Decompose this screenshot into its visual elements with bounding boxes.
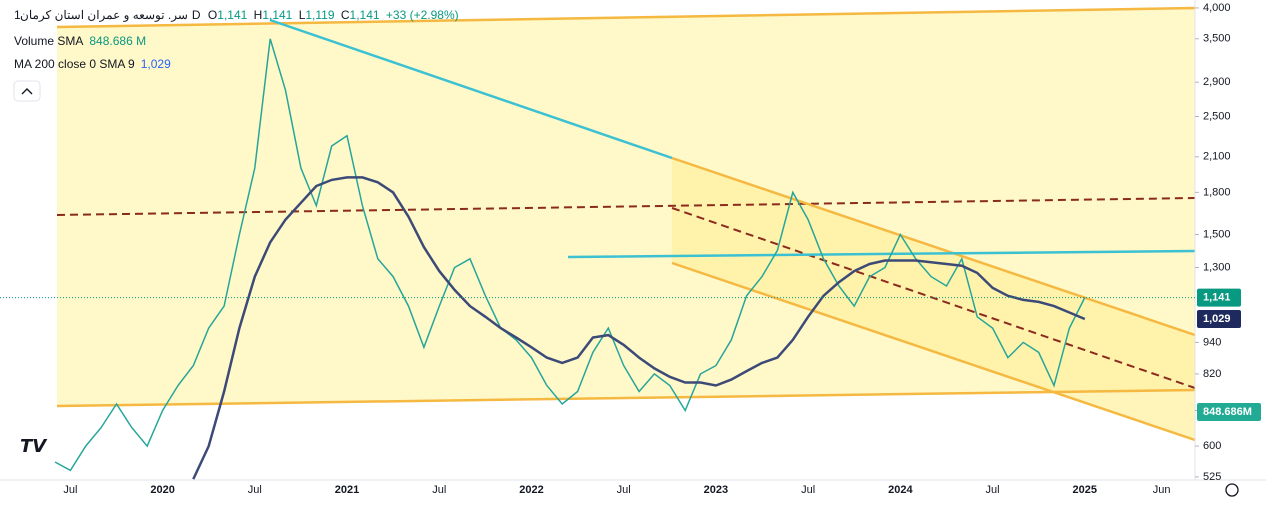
- y-tick-label: 2,500: [1203, 110, 1231, 122]
- ohlc-value: 1,141: [262, 8, 292, 22]
- ma-label: MA 200 close 0 SMA 9: [14, 57, 135, 71]
- x-tick-label: 2023: [704, 484, 728, 496]
- plot: 4,000 3,500 2,900 2,500 2,100 1,800 1,500 1,300…: [0, 2, 1261, 496]
- x-tick-label: Jul: [617, 484, 631, 496]
- y-tick-label: 940: [1203, 336, 1221, 348]
- x-tick-label: 2020: [150, 484, 174, 496]
- trend-line: [56, 388, 1196, 408]
- axis-badge: [1197, 403, 1261, 421]
- y-tick-label: 525: [1203, 471, 1221, 483]
- x-tick-label: 2025: [1073, 484, 1097, 496]
- volume-value: 848.686 M: [89, 34, 146, 48]
- x-tick-label: Jun: [1153, 484, 1171, 496]
- ohlc-key: H: [254, 8, 263, 22]
- y-tick-label: 1,300: [1203, 261, 1231, 273]
- ohlc-key: C: [341, 8, 350, 22]
- trend-line: [56, 6, 1196, 29]
- ma-value: 1,029: [141, 57, 171, 71]
- x-tick-label: 2022: [519, 484, 543, 496]
- legend: سر. توسعه و عمران استان کرمان 1D O1,141 …: [13, 8, 459, 102]
- volume-legend: Volume SMA 848.686 M: [14, 34, 146, 48]
- axis-badge-label: 1,029: [1203, 313, 1231, 325]
- trend-line: [671, 156, 1196, 337]
- y-tick-label: 3,500: [1203, 33, 1231, 45]
- x-tick-label: 2024: [888, 484, 913, 496]
- ohlc-value: 1,119: [305, 8, 334, 22]
- series-line: [54, 38, 1086, 472]
- y-tick-label: 820: [1203, 368, 1221, 380]
- trend-line: [567, 249, 1196, 259]
- ohlc-value: 1,141: [217, 8, 247, 22]
- axis-badge: [1197, 310, 1241, 329]
- ohlc-legend: سر. توسعه و عمران استان کرمان 1D O1,141 …: [14, 8, 459, 22]
- trend-line: [671, 261, 1196, 442]
- logo: 𝙏𝙑: [20, 436, 48, 456]
- axis-badge-label: 1,141: [1203, 292, 1231, 304]
- y-tick-label: 1,500: [1203, 228, 1231, 240]
- axis-badge: [1197, 288, 1241, 307]
- y-tick-label: 600: [1203, 440, 1221, 452]
- instrument: سر. توسعه و عمران استان کرمان: [20, 8, 188, 22]
- settings-button[interactable]: [1225, 483, 1239, 497]
- x-tick-label: Jul: [432, 484, 446, 496]
- ohlc-key: O: [208, 8, 217, 22]
- ohlc-key: L: [299, 8, 306, 22]
- x-tick-label: 2021: [335, 484, 359, 496]
- volume-label: Volume SMA: [14, 34, 83, 48]
- axis-badge-label: 848.686M: [1203, 406, 1252, 418]
- x-tick-label: Jul: [248, 484, 262, 496]
- collapse-button[interactable]: [13, 80, 41, 102]
- ma-legend: MA 200 close 0 SMA 9 1,029: [14, 57, 171, 71]
- ohlc-value: 1,141: [350, 8, 380, 22]
- x-tick-label: Jul: [801, 484, 815, 496]
- trend-line: [56, 197, 1196, 216]
- y-tick-label: 1,800: [1203, 186, 1231, 198]
- y-tick-label: 4,000: [1203, 2, 1231, 14]
- change: +33 (+2.98%): [386, 8, 459, 22]
- series-line: [192, 176, 1086, 480]
- y-tick-label: 2,900: [1203, 76, 1231, 88]
- y-tick-label: 2,100: [1203, 151, 1231, 163]
- collapse-icon: [21, 88, 33, 95]
- x-tick-label: Jul: [63, 484, 77, 496]
- x-tick-label: Jul: [986, 484, 1000, 496]
- trend-line: [269, 18, 673, 160]
